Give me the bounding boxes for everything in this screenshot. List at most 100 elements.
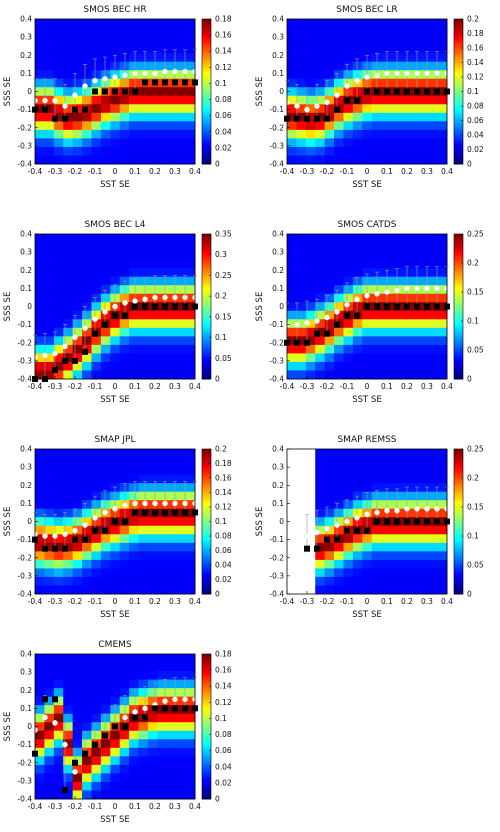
heatmap-cell [100,534,111,544]
colorbar-segment [454,562,463,566]
heatmap-cell [63,70,74,80]
heatmap-cell [129,146,139,156]
heatmap-cell [72,491,83,501]
heatmap-cell [91,500,102,510]
heatmap-cell [399,146,410,156]
heatmap-cell [287,276,297,286]
heatmap-cell [390,146,401,156]
heatmap-cell [334,517,344,527]
x-tick-label: 0.4 [441,382,453,391]
heatmap-cell [110,95,121,105]
heatmap-cell [399,483,410,493]
heatmap-cell [157,747,168,757]
heatmap-cell [418,568,429,578]
heatmap-cell [176,344,186,354]
heatmap-cell [91,559,102,569]
heatmap-cell [35,327,45,337]
heatmap-cell [381,234,391,243]
colorbar-segment [202,50,211,54]
heatmap-cell [176,61,186,71]
heatmap-cell [44,146,55,156]
heatmap-cell [381,78,391,88]
heatmap-cell [63,773,74,783]
heatmap-cell [138,671,149,680]
heatmap-cell [35,756,45,766]
mean-point [152,294,158,301]
colorbar-tick-label: 0.06 [467,116,484,125]
heatmap-cell [119,36,130,45]
heatmap-cell [343,500,354,510]
heatmap-cell [166,61,177,71]
heatmap-cell [119,242,130,252]
mean-point [42,714,48,721]
heatmap-cell [428,146,438,156]
heatmap-cell [44,696,55,706]
heatmap-cell [157,327,168,337]
heatmap-cell [334,466,344,475]
y-tick-label: 0.2 [20,481,32,490]
colorbar-segment [202,784,211,788]
heatmap-cell [428,112,438,122]
colorbar-segment [454,475,463,479]
heatmap-cell [166,112,177,122]
y-tick-label: -0.1 [269,320,284,329]
heatmap-cell [437,491,448,501]
heatmap-cell [53,78,64,88]
colorbar-segment [202,301,211,305]
heatmap-cell [129,319,139,329]
heatmap-cell [399,568,410,578]
heatmap-cell [409,361,420,371]
heatmap-cell [324,19,335,28]
mean-point [374,291,380,297]
heatmap-cell [166,781,177,791]
heatmap-cell [72,138,83,148]
heatmap-cell [100,336,111,346]
heatmap-cell [334,268,344,278]
colorbar-segment [454,108,463,112]
heatmap-cell [166,19,177,28]
heatmap-cell [100,568,111,578]
colorbar-segment [454,255,463,259]
median-point [102,88,108,95]
heatmap-cell [35,53,45,63]
colorbar-segment [202,714,211,718]
median-point [324,115,330,122]
heatmap-cell [110,449,121,458]
heatmap-cell [296,155,307,165]
median-point [334,106,340,113]
heatmap-cell [305,336,316,346]
colorbar-segment [454,282,463,286]
median-point [112,723,118,730]
x-tick-label: -0.2 [320,382,335,391]
colorbar-segment [202,475,211,479]
colorbar-tick-label: 0.05 [215,354,232,363]
heatmap-cell [166,251,177,260]
heatmap-cell [409,508,420,518]
heatmap-cell [63,336,74,346]
colorbar-segment [202,707,211,711]
heatmap-cell [334,95,344,105]
heatmap-cell [119,44,130,54]
heatmap-cell [157,576,168,586]
colorbar-segment [454,72,463,76]
median-point [344,527,350,534]
y-tick-label: 0.3 [20,668,32,677]
colorbar-segment [202,342,211,346]
colorbar-segment [454,101,463,105]
colorbar-segment [454,248,463,252]
heatmap-cell [343,87,354,97]
colorbar-tick-label: 0 [215,375,220,384]
heatmap-cell [176,696,186,706]
heatmap-cell [334,129,344,139]
mean-point [162,68,168,75]
heatmap-cell [72,654,83,663]
heatmap-cell [296,302,307,312]
x-tick-label: -0.3 [300,167,315,176]
x-tick-label: 0.2 [149,382,161,391]
x-tick-label: 0.3 [169,382,181,391]
heatmap-cell [371,293,382,303]
heatmap-cell [35,559,45,569]
heatmap-cell [176,542,186,552]
heatmap-cell [53,87,64,97]
y-axis-label: SSS SE [3,77,13,107]
